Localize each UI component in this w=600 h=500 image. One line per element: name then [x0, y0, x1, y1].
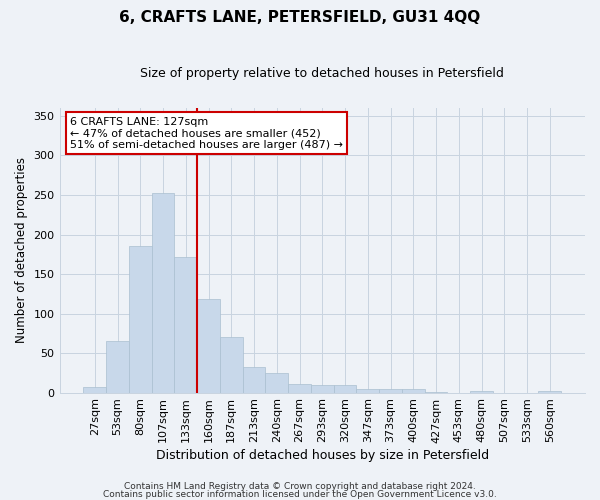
Bar: [175, 258, 197, 392]
Bar: [220, 337, 242, 392]
Bar: [129, 246, 152, 392]
Bar: [197, 298, 220, 392]
Bar: [379, 390, 402, 392]
Bar: [265, 373, 288, 392]
Text: Contains public sector information licensed under the Open Government Licence v3: Contains public sector information licen…: [103, 490, 497, 499]
Bar: [106, 341, 129, 392]
Bar: [402, 388, 425, 392]
Title: Size of property relative to detached houses in Petersfield: Size of property relative to detached ho…: [140, 68, 504, 80]
Bar: [288, 384, 311, 392]
Y-axis label: Number of detached properties: Number of detached properties: [15, 158, 28, 344]
Text: 6, CRAFTS LANE, PETERSFIELD, GU31 4QQ: 6, CRAFTS LANE, PETERSFIELD, GU31 4QQ: [119, 10, 481, 25]
Text: 6 CRAFTS LANE: 127sqm
← 47% of detached houses are smaller (452)
51% of semi-det: 6 CRAFTS LANE: 127sqm ← 47% of detached …: [70, 116, 343, 150]
Bar: [242, 368, 265, 392]
Bar: [356, 388, 379, 392]
Bar: [83, 387, 106, 392]
X-axis label: Distribution of detached houses by size in Petersfield: Distribution of detached houses by size …: [156, 450, 489, 462]
Bar: [311, 386, 334, 392]
Bar: [470, 391, 493, 392]
Bar: [334, 386, 356, 392]
Text: Contains HM Land Registry data © Crown copyright and database right 2024.: Contains HM Land Registry data © Crown c…: [124, 482, 476, 491]
Bar: [538, 391, 561, 392]
Bar: [152, 192, 175, 392]
